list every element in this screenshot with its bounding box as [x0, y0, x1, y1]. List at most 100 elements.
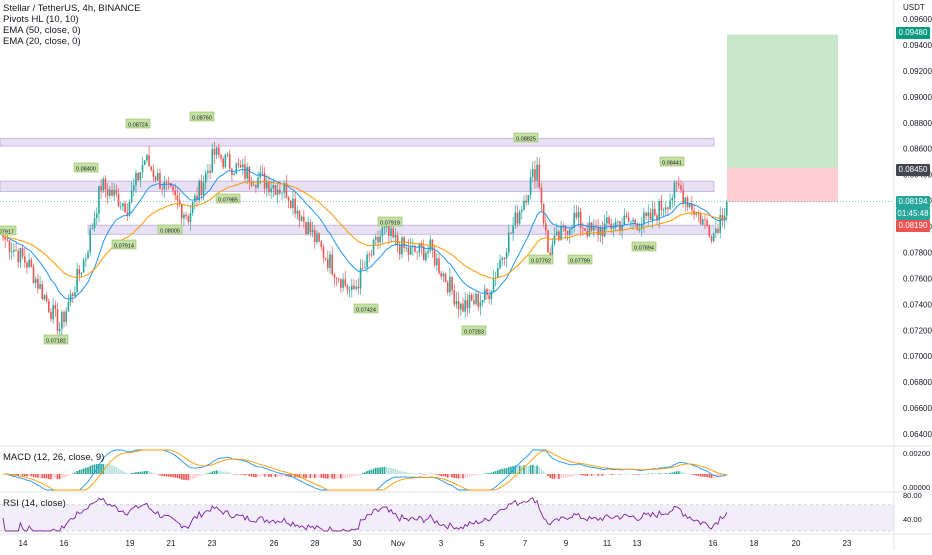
indicator-ema50-label[interactable]: EMA (50, close, 0) — [3, 25, 81, 36]
candle-body — [329, 254, 331, 269]
candle-body — [106, 189, 109, 196]
pivot-label-text: 0.07799 — [570, 259, 590, 265]
candle-body — [608, 217, 610, 224]
rsi-legend[interactable]: RSI (14, close) — [3, 498, 66, 509]
macd-histogram-bar — [632, 473, 634, 475]
macd-histogram-bar — [514, 465, 517, 474]
macd-pane[interactable]: 0.00200 0.00000 — [2, 449, 930, 492]
candle-body — [255, 185, 257, 188]
macd-histogram-bar — [141, 471, 144, 474]
candle-body — [159, 173, 161, 189]
macd-histogram-bar — [176, 474, 179, 479]
candle-body — [651, 208, 654, 220]
macd-histogram-bar — [146, 470, 148, 474]
indicator-ema20-label[interactable]: EMA (20, close, 0) — [3, 36, 81, 47]
pivot-label-text: 0.08441 — [662, 161, 682, 167]
macd-legend[interactable]: MACD (12, 26, close, 9) — [3, 452, 105, 463]
macd-histogram-bar — [21, 474, 24, 476]
macd-histogram-bar — [63, 474, 65, 478]
entry-price-badge: 0.08450 — [896, 164, 930, 176]
macd-histogram-bar — [603, 474, 606, 476]
macd-histogram-bar — [486, 473, 488, 474]
rsi-pane[interactable]: 80.00 40.00 — [0, 491, 922, 532]
candle-body — [237, 163, 240, 166]
macd-histogram-bar — [180, 474, 183, 480]
macd-histogram-bar — [165, 474, 168, 477]
macd-histogram-bar — [377, 467, 379, 474]
macd-histogram-bar — [460, 474, 462, 479]
candle-body — [481, 299, 484, 303]
macd-histogram-bar — [542, 471, 545, 474]
candle-body — [202, 182, 205, 196]
candle-body — [616, 221, 619, 223]
macd-histogram-bar — [309, 474, 312, 479]
candle-body — [111, 189, 113, 196]
candle-body — [8, 240, 11, 252]
macd-histogram-bar — [170, 474, 172, 477]
time-tick-label: 13 — [633, 539, 642, 548]
macd-histogram-bar — [189, 474, 192, 480]
time-tick-label: 11 — [603, 539, 612, 548]
macd-histogram-bar — [675, 471, 678, 474]
macd-histogram-bar — [584, 474, 586, 476]
macd-tick-label: 0.00200 — [903, 449, 930, 458]
candle-body — [113, 190, 115, 196]
candle-body — [512, 225, 514, 234]
macd-histogram-bar — [355, 474, 357, 476]
candle-body — [300, 216, 303, 221]
candle-body — [231, 168, 233, 175]
time-axis[interactable]: 14 16 19 21 23 26 28 30 Nov 3 5 7 9 11 13 16 18 20 23 — [19, 539, 852, 548]
macd-histogram-bar — [56, 474, 59, 480]
pivot-label-text: 0.07985 — [218, 198, 238, 204]
pivot-label: 0.07894 — [631, 241, 657, 252]
macd-histogram-bar — [196, 474, 198, 478]
candle-body — [17, 251, 20, 263]
candle-body — [283, 183, 286, 193]
target-zone[interactable] — [727, 34, 838, 169]
candle-body — [499, 260, 501, 269]
stop-zone[interactable] — [727, 168, 838, 202]
time-tick-label: 30 — [353, 539, 362, 548]
candle-body — [333, 274, 336, 278]
macd-histogram-bar — [285, 474, 288, 477]
price-tick-label: 0.09400 — [903, 41, 932, 50]
macd-histogram-bar — [161, 474, 163, 476]
symbol-title[interactable]: Stellar / TetherUS, 4h, BINANCE — [3, 3, 141, 14]
candle-body — [26, 262, 28, 268]
macd-histogram-bar — [361, 472, 364, 474]
macd-histogram-bar — [436, 474, 438, 475]
indicator-pivots-label[interactable]: Pivots HL (10, 10) — [3, 14, 79, 25]
time-tick-label: 9 — [564, 539, 569, 548]
candle-body — [4, 236, 6, 240]
macd-histogram-bar — [379, 467, 381, 474]
currency-label[interactable]: USDT — [903, 3, 925, 12]
macd-histogram-bar — [616, 474, 619, 475]
pivot-label-box — [43, 334, 69, 345]
candle-body — [135, 172, 137, 186]
candle-body — [503, 258, 506, 259]
macd-histogram-bar — [98, 464, 100, 474]
long-position-tool[interactable] — [727, 34, 838, 202]
macd-histogram-bar — [292, 474, 294, 477]
candle-body — [50, 312, 52, 320]
macd-histogram-bar — [318, 474, 320, 478]
candle-body — [194, 195, 196, 202]
candles — [2, 141, 728, 336]
candle-body — [344, 279, 347, 286]
macd-histogram-bar — [390, 467, 392, 474]
macd-histogram-bar — [477, 474, 480, 476]
macd-histogram-bar — [418, 473, 421, 475]
pivot-label: 0.07424 — [353, 303, 379, 314]
macd-histogram-bar — [431, 473, 434, 475]
macd-histogram-bar — [577, 474, 580, 475]
macd-histogram-bar — [111, 465, 113, 474]
candle-body — [204, 172, 207, 183]
macd-histogram-bar — [224, 471, 227, 474]
macd-histogram-bar — [673, 471, 676, 474]
candle-body — [309, 222, 312, 233]
pivot-label-text: 0.07792 — [531, 259, 551, 265]
macd-histogram-bar — [76, 470, 78, 474]
candle-body — [725, 201, 728, 216]
